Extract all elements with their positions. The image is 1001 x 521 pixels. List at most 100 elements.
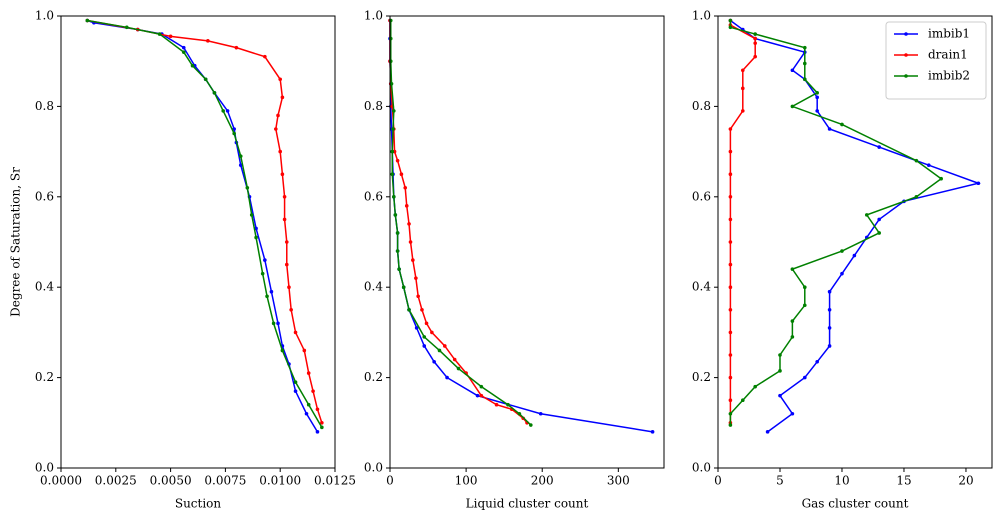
point (815, 359, 819, 364)
point (479, 384, 484, 389)
point (282, 217, 287, 222)
point (529, 423, 533, 427)
point (827, 127, 832, 131)
x-axis-label: Gas cluster count (802, 497, 909, 511)
point (278, 149, 283, 154)
point (753, 384, 757, 389)
y-tick-label: 0.8 (35, 99, 54, 113)
point (390, 172, 395, 176)
x-tick-label: 0.0125 (314, 474, 356, 488)
point (864, 213, 869, 217)
point (840, 122, 844, 127)
point (494, 402, 499, 407)
point (852, 253, 857, 258)
point (506, 402, 510, 407)
point (263, 258, 267, 262)
point (728, 285, 733, 290)
plot-frame (60, 15, 336, 469)
series-line (389, 20, 653, 433)
point (407, 308, 411, 312)
point (306, 371, 311, 375)
point (815, 91, 819, 95)
point (424, 321, 429, 326)
point (456, 366, 461, 371)
point (391, 127, 395, 131)
plot-frame (389, 15, 665, 469)
point (304, 411, 309, 416)
y-tick-label: 0.4 (692, 280, 711, 294)
point (249, 213, 254, 217)
point (397, 267, 401, 271)
point (315, 430, 320, 434)
point (401, 285, 406, 290)
point (320, 425, 324, 430)
x-tick-label: 0.0100 (259, 474, 301, 488)
legend-marker (904, 53, 908, 57)
point (276, 113, 280, 118)
point (728, 330, 733, 335)
x-tick-label: 0 (386, 474, 394, 488)
point (914, 158, 919, 163)
y-tick-label: 1.0 (692, 9, 711, 23)
point (452, 357, 457, 362)
point (278, 77, 283, 82)
point (728, 308, 733, 312)
point (914, 195, 919, 199)
point (245, 185, 250, 190)
x-tick-label: 10 (834, 474, 849, 488)
point (728, 398, 733, 403)
point (840, 271, 844, 276)
point (315, 407, 320, 412)
point (479, 393, 484, 398)
point (778, 393, 782, 398)
point (124, 25, 129, 30)
y-tick-label: 0.2 (692, 370, 711, 384)
point (225, 109, 230, 113)
legend-marker (904, 32, 908, 36)
point (790, 411, 795, 416)
x-tick-label: 0.0025 (95, 474, 137, 488)
point (740, 68, 745, 73)
legend-label: imbib2 (928, 69, 970, 83)
point (289, 308, 293, 312)
point (827, 308, 832, 312)
series-line (729, 20, 756, 423)
point (254, 235, 258, 240)
y-tick-label: 0.0 (364, 461, 383, 475)
point (790, 68, 795, 73)
point (408, 240, 413, 244)
point (320, 421, 324, 425)
point (395, 158, 400, 163)
point (407, 222, 411, 226)
point (765, 430, 770, 434)
point (276, 321, 280, 326)
y-tick-label: 0.0 (692, 461, 711, 475)
point (432, 359, 436, 364)
point (168, 34, 173, 39)
point (422, 344, 427, 348)
point (877, 217, 881, 222)
point (815, 109, 819, 113)
point (403, 185, 408, 190)
point (728, 127, 733, 131)
point (790, 104, 795, 109)
point (232, 131, 236, 136)
point (728, 149, 733, 154)
point (389, 82, 394, 86)
series-line (87, 19, 323, 428)
point (395, 249, 400, 253)
legend-label: drain1 (928, 48, 968, 62)
point (802, 303, 807, 308)
point (411, 258, 415, 262)
point (393, 213, 398, 217)
point (840, 249, 844, 253)
point (238, 163, 243, 167)
point (416, 294, 420, 299)
point (728, 217, 733, 222)
y-tick-label: 0.2 (35, 370, 54, 384)
point (877, 231, 881, 235)
point (790, 267, 795, 271)
point (85, 18, 90, 23)
point (926, 163, 931, 167)
series-line (729, 20, 943, 426)
